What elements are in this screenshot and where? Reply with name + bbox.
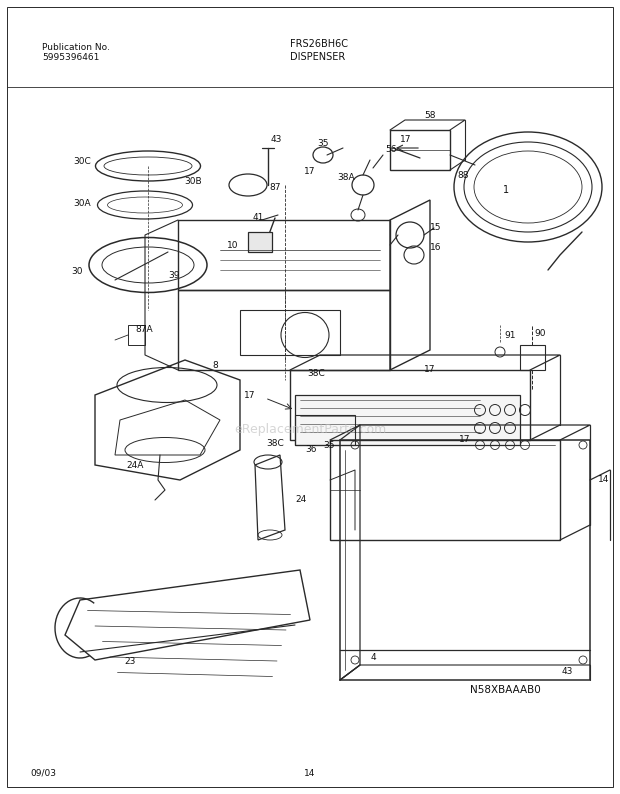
Text: 30B: 30B: [184, 178, 202, 187]
Text: 4: 4: [370, 653, 376, 662]
Text: 23: 23: [125, 657, 136, 666]
Text: 30A: 30A: [73, 198, 91, 207]
Text: 90: 90: [534, 329, 546, 337]
Text: 17: 17: [424, 365, 436, 375]
Text: 24A: 24A: [126, 461, 144, 469]
Text: 43: 43: [561, 668, 573, 676]
Text: 87: 87: [269, 183, 281, 192]
Text: DISPENSER: DISPENSER: [290, 52, 345, 62]
Text: 36: 36: [305, 445, 316, 454]
Text: 17: 17: [459, 435, 471, 445]
Text: 87A: 87A: [135, 326, 153, 334]
Text: 09/03: 09/03: [30, 769, 56, 777]
Text: eReplacementParts.com: eReplacementParts.com: [234, 423, 386, 437]
Text: 39: 39: [168, 271, 180, 279]
Text: 91: 91: [504, 330, 516, 340]
Text: 35: 35: [323, 441, 335, 449]
Text: Publication No.: Publication No.: [42, 43, 110, 52]
Text: 38C: 38C: [308, 368, 325, 377]
Text: 17: 17: [304, 168, 316, 176]
Text: 30: 30: [71, 268, 82, 276]
Polygon shape: [295, 395, 520, 445]
Text: 58: 58: [424, 110, 436, 120]
Text: 35: 35: [317, 140, 329, 148]
Text: 14: 14: [304, 769, 316, 777]
Text: 15: 15: [430, 223, 441, 233]
Text: 16: 16: [430, 244, 441, 252]
Text: 43: 43: [271, 136, 282, 145]
Text: 1: 1: [503, 185, 509, 195]
Text: N58XBAAAB0: N58XBAAAB0: [470, 685, 541, 695]
Text: 8: 8: [212, 360, 218, 369]
Polygon shape: [248, 232, 272, 252]
Text: 41: 41: [252, 214, 264, 222]
Text: 56: 56: [385, 145, 397, 155]
Text: 14: 14: [598, 476, 609, 484]
Text: 38A: 38A: [337, 174, 355, 183]
Text: 88: 88: [458, 171, 469, 179]
Text: 10: 10: [228, 241, 239, 249]
Text: 38C: 38C: [266, 438, 284, 448]
Text: 17: 17: [244, 391, 255, 399]
Text: 30C: 30C: [73, 157, 91, 167]
Text: 5995396461: 5995396461: [42, 52, 99, 61]
Text: 24: 24: [295, 495, 306, 504]
Text: 17: 17: [401, 136, 412, 145]
Text: FRS26BH6C: FRS26BH6C: [290, 39, 348, 49]
